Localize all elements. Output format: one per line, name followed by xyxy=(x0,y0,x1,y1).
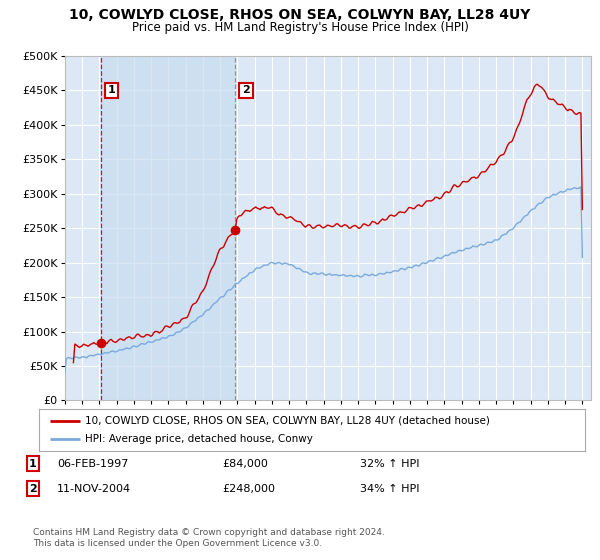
Text: 34% ↑ HPI: 34% ↑ HPI xyxy=(360,484,419,494)
Text: 06-FEB-1997: 06-FEB-1997 xyxy=(57,459,128,469)
Text: 10, COWLYD CLOSE, RHOS ON SEA, COLWYN BAY, LL28 4UY (detached house): 10, COWLYD CLOSE, RHOS ON SEA, COLWYN BA… xyxy=(85,416,490,426)
Text: £248,000: £248,000 xyxy=(222,484,275,494)
Bar xyxy=(101,56,235,400)
Text: 2: 2 xyxy=(29,484,37,494)
Text: 2: 2 xyxy=(242,86,250,95)
Text: Price paid vs. HM Land Registry's House Price Index (HPI): Price paid vs. HM Land Registry's House … xyxy=(131,21,469,34)
Text: 32% ↑ HPI: 32% ↑ HPI xyxy=(360,459,419,469)
Text: 1: 1 xyxy=(29,459,37,469)
Text: Contains HM Land Registry data © Crown copyright and database right 2024.
This d: Contains HM Land Registry data © Crown c… xyxy=(33,528,385,548)
Text: HPI: Average price, detached house, Conwy: HPI: Average price, detached house, Conw… xyxy=(85,435,313,445)
Text: 1: 1 xyxy=(108,86,116,95)
Text: 11-NOV-2004: 11-NOV-2004 xyxy=(57,484,131,494)
Text: £84,000: £84,000 xyxy=(222,459,268,469)
Text: 10, COWLYD CLOSE, RHOS ON SEA, COLWYN BAY, LL28 4UY: 10, COWLYD CLOSE, RHOS ON SEA, COLWYN BA… xyxy=(70,8,530,22)
